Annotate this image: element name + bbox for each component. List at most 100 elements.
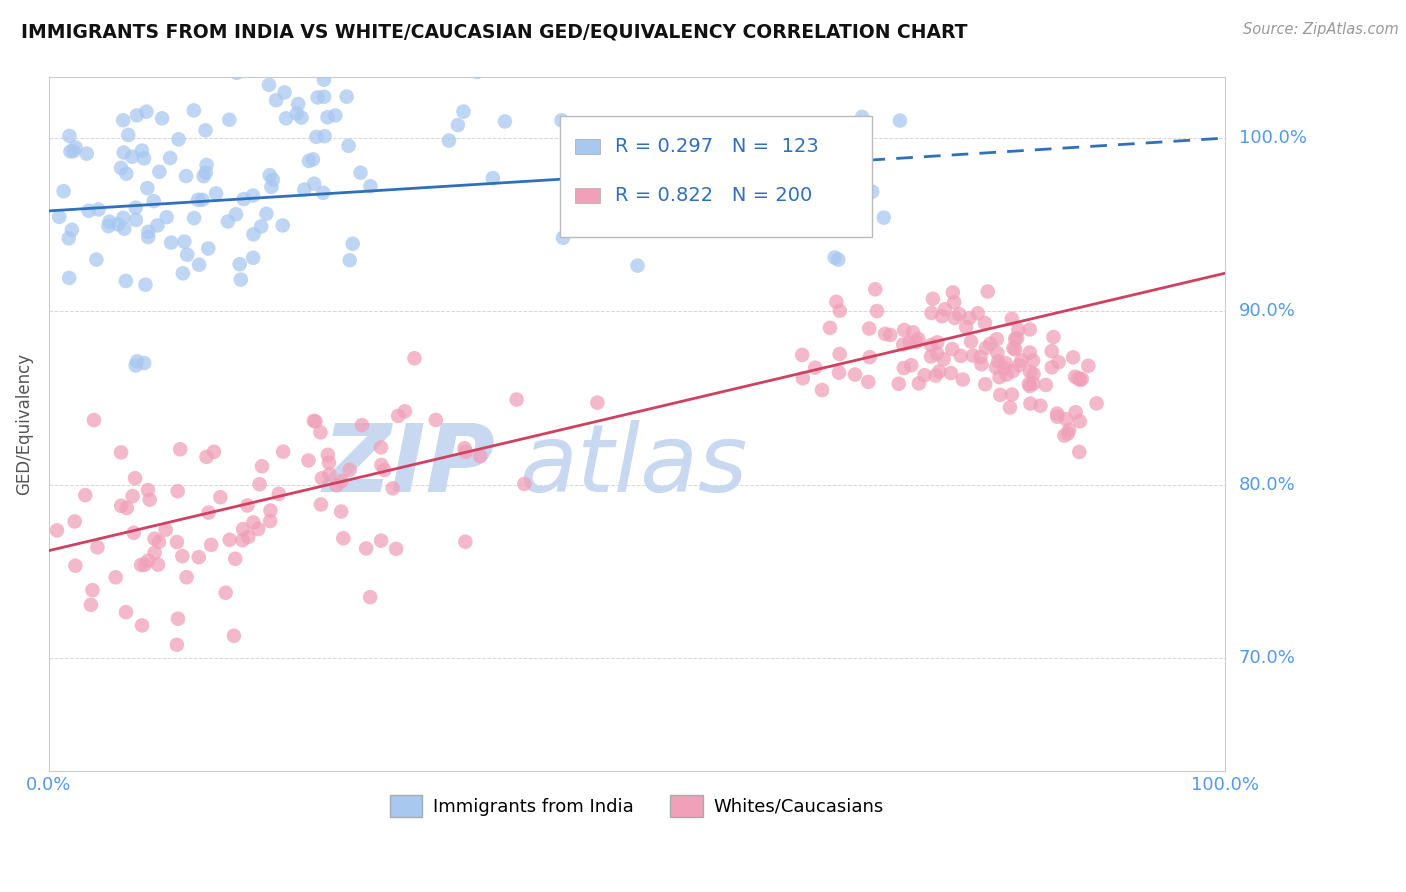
Point (337, 138, 360, 153)
Point (236, 499, 259, 513)
Point (110, 161, 132, 175)
Point (138, 492, 160, 507)
Point (1022, 367, 1045, 381)
Point (48, 210, 70, 224)
Point (250, 459, 273, 474)
Point (104, 570, 127, 584)
Point (988, 388, 1011, 402)
Point (125, 108, 148, 122)
Point (859, 350, 882, 364)
Point (891, 337, 914, 351)
Point (482, 171, 505, 186)
Point (354, 541, 377, 556)
Point (1085, 396, 1108, 410)
Point (309, 498, 332, 512)
Point (131, 144, 153, 158)
Point (58, 128, 80, 143)
Point (1029, 399, 1052, 413)
Point (115, 167, 138, 181)
Point (907, 332, 929, 346)
Point (115, 605, 138, 619)
Point (75, 488, 97, 502)
Point (312, 72, 335, 87)
Point (373, 463, 395, 477)
Point (63, 515, 86, 529)
Point (359, 179, 381, 194)
Point (124, 359, 146, 373)
Point (828, 303, 851, 318)
Point (224, 551, 246, 566)
Point (124, 471, 146, 485)
Point (302, 177, 325, 191)
Point (453, 442, 475, 456)
Point (58, 231, 80, 245)
Point (129, 558, 152, 572)
Point (172, 266, 194, 280)
Point (1040, 360, 1063, 375)
Point (962, 349, 984, 363)
Point (875, 326, 897, 341)
Point (359, 590, 381, 604)
Point (174, 169, 197, 183)
Point (298, 154, 321, 169)
Point (169, 442, 191, 457)
Point (1069, 414, 1091, 428)
Point (45, 524, 67, 538)
Point (222, 629, 245, 643)
Point (218, 112, 240, 127)
Point (125, 354, 148, 368)
Point (117, 128, 139, 142)
Point (232, 522, 254, 536)
Point (1022, 376, 1045, 391)
Point (205, 186, 228, 201)
Point (166, 535, 188, 549)
Point (136, 230, 159, 244)
Point (232, 192, 254, 206)
Point (134, 356, 156, 370)
Point (290, 111, 312, 125)
Point (173, 235, 195, 249)
Point (948, 307, 970, 321)
Point (893, 361, 915, 376)
Point (558, 202, 581, 216)
Point (1053, 428, 1076, 442)
Point (1018, 345, 1040, 359)
Point (112, 211, 135, 225)
Point (792, 348, 814, 362)
Point (262, 172, 284, 186)
Point (267, 487, 290, 501)
Point (121, 489, 143, 503)
Point (370, 533, 392, 548)
Point (828, 347, 851, 361)
Point (330, 504, 353, 518)
Point (586, 395, 609, 409)
Point (1005, 331, 1028, 345)
Text: 80.0%: 80.0% (1239, 475, 1295, 494)
Point (1054, 412, 1077, 426)
Point (194, 123, 217, 137)
Point (339, 253, 361, 268)
Point (1022, 353, 1045, 368)
Point (1018, 379, 1040, 393)
Point (927, 335, 949, 350)
Point (901, 326, 924, 340)
Point (242, 251, 264, 265)
Point (194, 166, 217, 180)
Point (316, 110, 339, 124)
Point (271, 444, 294, 458)
Point (894, 50, 917, 64)
Point (332, 531, 354, 545)
Point (404, 351, 426, 366)
Point (1001, 387, 1024, 401)
Point (240, 63, 263, 78)
Point (134, 277, 156, 292)
Point (914, 368, 936, 383)
Point (307, 90, 329, 104)
Point (202, 444, 225, 458)
Point (1046, 407, 1069, 421)
Text: atlas: atlas (519, 420, 748, 511)
Point (112, 145, 135, 160)
Point (138, 225, 160, 239)
Bar (575, 139, 600, 154)
Point (900, 358, 922, 372)
